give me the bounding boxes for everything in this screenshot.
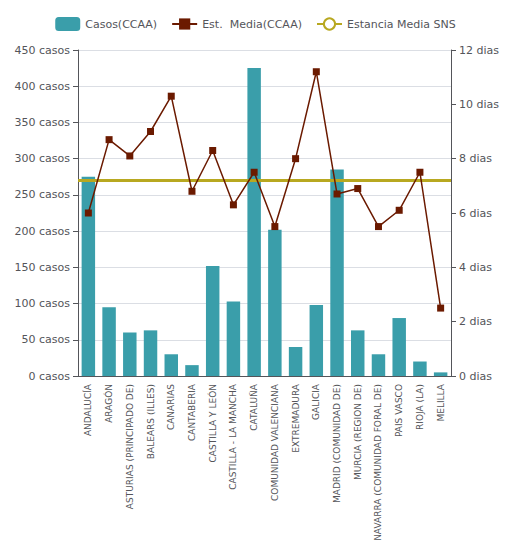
svg-text:Estancia Media SNS: Estancia Media SNS bbox=[347, 18, 456, 31]
svg-text:10 dias: 10 dias bbox=[459, 98, 499, 111]
svg-text:8 dias: 8 dias bbox=[459, 152, 492, 165]
svg-text:4 dias: 4 dias bbox=[459, 261, 492, 274]
svg-text:PAIS VASCO: PAIS VASCO bbox=[394, 384, 404, 437]
svg-text:GALICIA: GALICIA bbox=[311, 383, 321, 420]
svg-text:MADRID (COMUNIDAD DE): MADRID (COMUNIDAD DE) bbox=[332, 384, 342, 503]
svg-text:300 casos: 300 casos bbox=[15, 152, 71, 165]
svg-text:0 dias: 0 dias bbox=[459, 370, 492, 383]
svg-text:150 casos: 150 casos bbox=[15, 261, 71, 274]
svg-text:BALEARS (ILLES): BALEARS (ILLES) bbox=[146, 384, 156, 459]
svg-text:NAVARRA (COMUNIDAD FORAL DE): NAVARRA (COMUNIDAD FORAL DE) bbox=[373, 384, 383, 541]
svg-text:50 casos: 50 casos bbox=[22, 333, 71, 346]
svg-text:100 casos: 100 casos bbox=[15, 297, 71, 310]
svg-text:CANTABERIA: CANTABERIA bbox=[187, 383, 197, 441]
svg-text:MURCIA (REGION DE): MURCIA (REGION DE) bbox=[353, 384, 363, 480]
svg-text:COMUNIDAD VALENCIANA: COMUNIDAD VALENCIANA bbox=[270, 383, 280, 501]
svg-text:CASTILLA Y LEÓN: CASTILLA Y LEÓN bbox=[207, 384, 218, 462]
svg-text:ARAGÓN: ARAGÓN bbox=[103, 384, 114, 423]
svg-text:6 dias: 6 dias bbox=[459, 207, 492, 220]
svg-text:CATALUÑA: CATALUÑA bbox=[249, 383, 259, 431]
svg-text:200 casos: 200 casos bbox=[15, 225, 71, 238]
svg-text:2 dias: 2 dias bbox=[459, 315, 492, 328]
svg-text:Est. Media(CCAA): Est. Media(CCAA) bbox=[202, 18, 302, 31]
svg-text:12 dias: 12 dias bbox=[459, 44, 499, 57]
svg-text:ANDALUCÍA: ANDALUCÍA bbox=[82, 383, 93, 436]
svg-text:MELILLA: MELILLA bbox=[436, 383, 446, 421]
svg-text:0 casos: 0 casos bbox=[29, 370, 71, 383]
svg-text:250 casos: 250 casos bbox=[15, 188, 71, 201]
svg-text:ASTURIAS (PRINCIPADO DE): ASTURIAS (PRINCIPADO DE) bbox=[125, 384, 135, 509]
svg-text:400 casos: 400 casos bbox=[15, 80, 71, 93]
svg-text:CASTILLA - LA MANCHA: CASTILLA - LA MANCHA bbox=[228, 383, 238, 490]
svg-text:450 casos: 450 casos bbox=[15, 44, 71, 57]
svg-text:CANARIAS: CANARIAS bbox=[166, 384, 176, 430]
svg-text:Casos(CCAA): Casos(CCAA) bbox=[85, 18, 157, 31]
svg-text:EXTREMADURA: EXTREMADURA bbox=[291, 383, 301, 452]
svg-text:350 casos: 350 casos bbox=[15, 116, 71, 129]
svg-text:RIOJA (LA): RIOJA (LA) bbox=[415, 384, 425, 430]
